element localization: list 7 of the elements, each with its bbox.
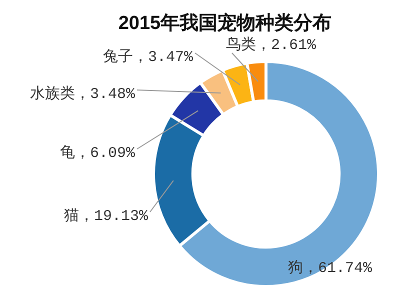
slice-label: 龟，6.09% [60,144,136,162]
slice-label: 鸟类，2.61% [226,36,318,54]
slice-label: 兔子，3.47% [103,48,194,66]
slice-label: 猫，19.13% [64,208,150,225]
slice-label: 狗，61.74% [288,258,374,277]
chart-title: 2015年我国宠物种类分布 [118,12,332,34]
slice-label: 水族类，3.48% [30,84,136,103]
